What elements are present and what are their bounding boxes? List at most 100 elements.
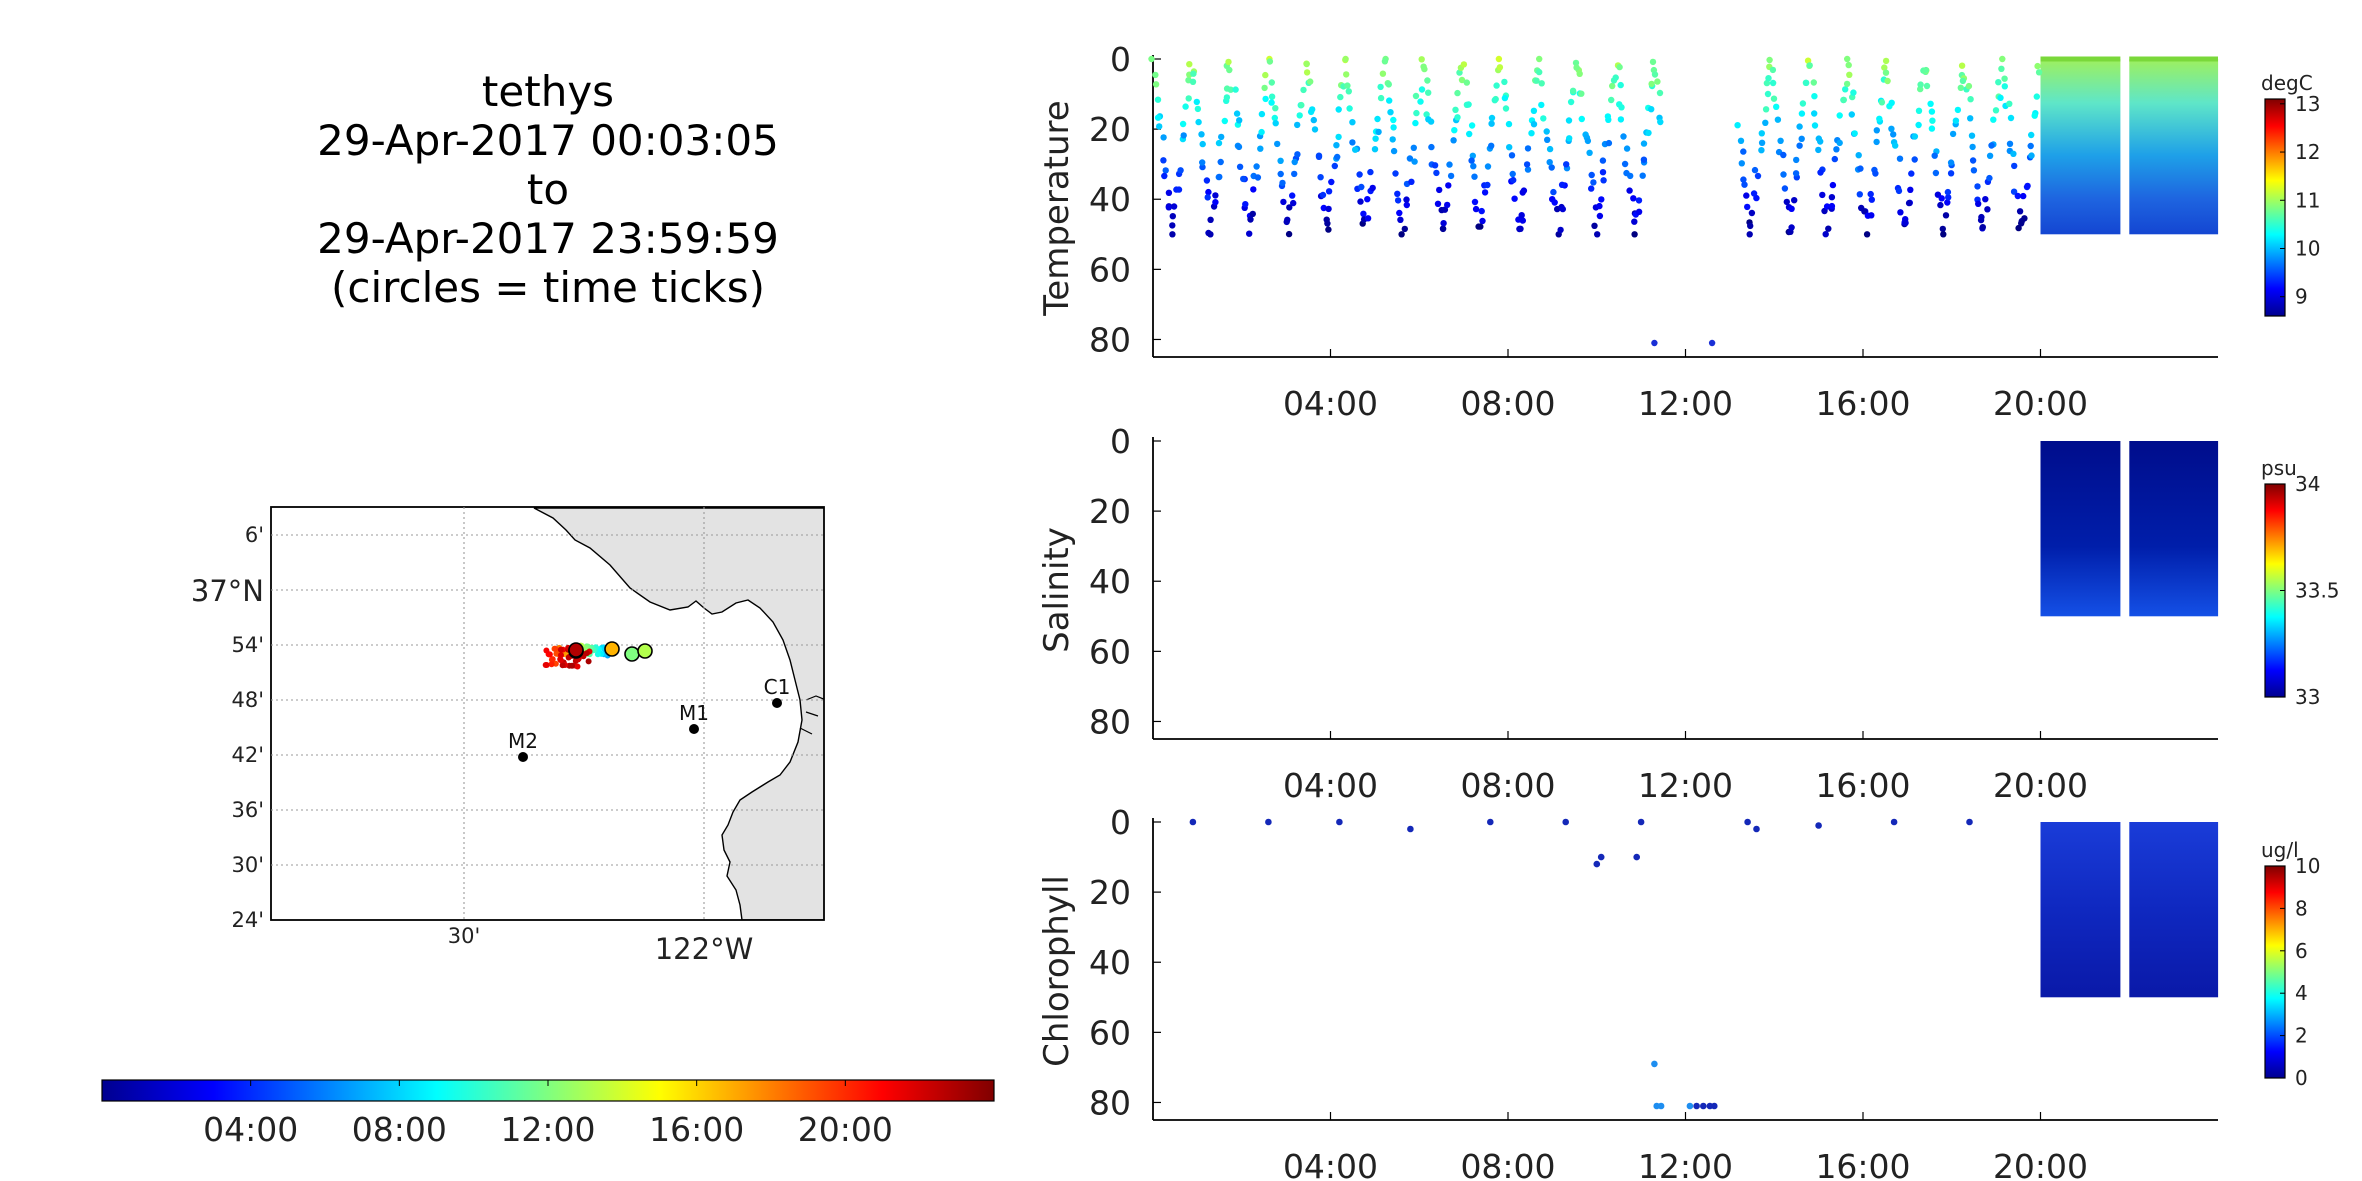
colorbar-tick-label: 11 <box>2295 188 2320 212</box>
temperature-sample <box>1298 101 1305 109</box>
temperature-sample <box>1291 170 1298 178</box>
temperature-sample <box>1942 212 1950 219</box>
temperature-sample <box>1734 122 1741 129</box>
temperature-sample <box>1937 201 1944 209</box>
temperature-sample <box>1836 139 1843 147</box>
x-tick-label: 16:00 <box>1815 766 1910 805</box>
temperature-sample <box>1604 113 1612 120</box>
temperature-sample <box>1394 190 1401 197</box>
temperature-sample <box>1770 95 1778 102</box>
temperature-sample <box>1969 143 1976 151</box>
temperature-sample <box>1609 82 1616 90</box>
x-tick-label: 04:00 <box>1283 1147 1378 1181</box>
temperature-sample <box>1550 188 1557 196</box>
temperature-sample <box>1851 130 1858 137</box>
track-point <box>583 650 590 657</box>
temperature-sample <box>1769 66 1777 74</box>
temperature-sample <box>1315 153 1323 160</box>
temperature-sample <box>1236 163 1244 170</box>
temperature-sample <box>1465 101 1472 108</box>
temperature-sample <box>1815 146 1822 154</box>
temperature-sample <box>1431 162 1439 169</box>
temperature-sample <box>1635 197 1643 204</box>
temperature-sample <box>1990 116 1997 123</box>
temperature-sample <box>1279 179 1286 187</box>
temperature-sample <box>1386 97 1393 104</box>
temperature-sample <box>1621 160 1629 168</box>
temperature-sample <box>1648 106 1655 113</box>
temperature-sample <box>1307 78 1314 85</box>
temperature-sample <box>1268 79 1276 86</box>
temperature-sample <box>1446 161 1453 168</box>
temperature-sample <box>1572 59 1580 67</box>
temperature-sample <box>1253 163 1260 170</box>
temperature-sample <box>1469 152 1477 159</box>
temperature-sample <box>1156 123 1163 130</box>
title-line-to: to <box>527 165 569 214</box>
temperature-sample <box>2020 192 2027 200</box>
profile-block <box>2040 441 2121 617</box>
temperature-sample <box>1546 159 1553 166</box>
temperature-sample <box>1217 158 1224 166</box>
temperature-sample <box>1819 191 1826 199</box>
temperature-sample <box>1969 157 1977 164</box>
time-colorbar-tick-label: 08:00 <box>352 1110 447 1149</box>
y-tick-label: 80 <box>1089 1083 1131 1122</box>
temperature-sample <box>1640 156 1648 163</box>
temperature-sample <box>1212 192 1219 199</box>
temperature-sample <box>1328 178 1335 186</box>
temperature-sample <box>1520 187 1528 194</box>
temperature-sample <box>1811 110 1818 117</box>
colorbar-tick-label: 33.5 <box>2295 579 2340 603</box>
colorbar <box>2264 865 2286 1079</box>
temperature-sample <box>1203 177 1211 184</box>
temperature-sample <box>1466 130 1473 138</box>
temperature-sample <box>1272 120 1279 127</box>
temperature-sample <box>1199 159 1206 166</box>
y-tick-label: 0 <box>1110 40 1131 79</box>
temperature-sample <box>1413 109 1420 117</box>
temperature-sample <box>1290 199 1297 207</box>
temperature-sample <box>1836 112 1843 119</box>
temperature-sample <box>1349 139 1356 146</box>
temperature-sample <box>2028 131 2035 139</box>
chlorophyll-sample <box>1651 1060 1658 1068</box>
temperature-sample <box>1445 182 1452 189</box>
temperature-sample <box>1599 157 1607 164</box>
chlorophyll-sample <box>1487 818 1494 826</box>
temperature-sample <box>1509 170 1516 178</box>
temperature-sample <box>1848 111 1856 118</box>
temperature-sample <box>1872 170 1879 177</box>
temperature-sample <box>1882 69 1890 76</box>
temperature-sample <box>1428 143 1435 151</box>
temperature-sample <box>1310 116 1318 124</box>
temperature-sample <box>1888 125 1895 132</box>
temperature-sample <box>1226 66 1233 74</box>
temperature-sample <box>1828 202 1836 210</box>
temperature-sample <box>1627 172 1634 180</box>
temperature-sample <box>1375 128 1382 136</box>
y-tick-label: 40 <box>1089 943 1131 982</box>
temperature-sample <box>1788 224 1795 231</box>
temperature-sample <box>1418 86 1426 93</box>
temperature-sample <box>1182 103 1189 110</box>
temperature-sample <box>1842 86 1849 93</box>
track-point <box>557 657 564 664</box>
temperature-sample <box>1199 163 1206 171</box>
temperature-sample <box>1833 146 1840 153</box>
temperature-sample <box>1543 128 1550 135</box>
temperature-sample <box>1204 194 1211 201</box>
temperature-sample <box>1434 200 1442 207</box>
temperature-sample <box>1798 135 1805 142</box>
temperature-sample <box>1410 144 1418 151</box>
temperature-sample <box>1524 166 1532 173</box>
track-point <box>548 661 555 668</box>
temperature-sample <box>1769 79 1777 87</box>
temperature-sample <box>1563 161 1570 168</box>
colorbar-unit-label: degC <box>2261 71 2313 95</box>
temperature-sample <box>1390 147 1398 155</box>
station-marker <box>772 698 782 708</box>
temperature-sample <box>1186 60 1193 68</box>
temperature-sample <box>1954 106 1962 114</box>
temperature-sample <box>2031 112 2038 119</box>
